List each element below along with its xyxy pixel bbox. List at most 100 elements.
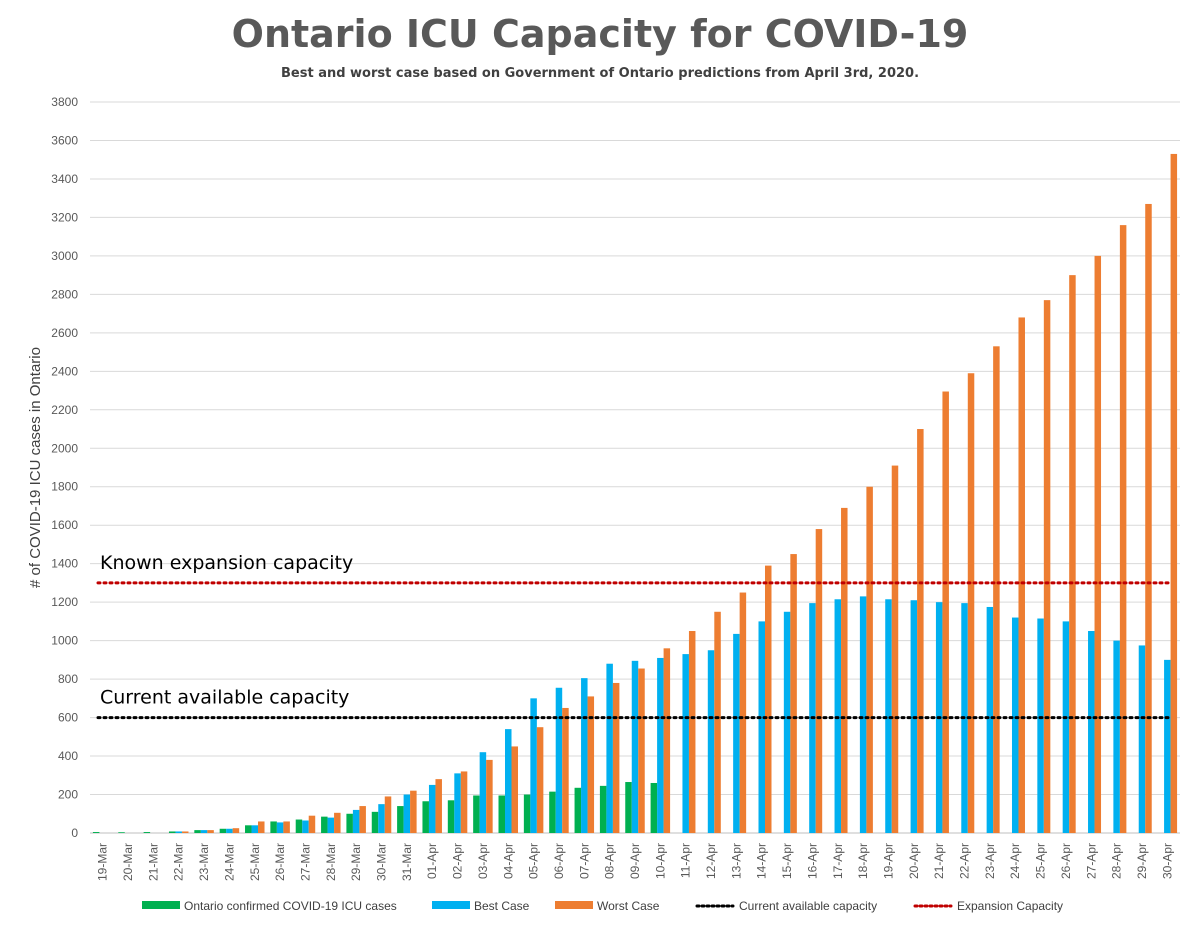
- confirmed-bar: [92, 832, 100, 833]
- worst-case-bar: [688, 631, 696, 833]
- x-tick-label: 19-Mar: [96, 843, 110, 881]
- worst-case-bar: [1119, 225, 1127, 833]
- confirmed-bar: [498, 795, 506, 833]
- legend-worst-case-swatch: [555, 901, 593, 909]
- best-case-bar: [1138, 645, 1146, 833]
- confirmed-bar: [245, 825, 252, 833]
- worst-case-bar: [917, 429, 924, 833]
- confirmed-bar: [295, 819, 303, 833]
- x-tick-label: 08-Apr: [603, 843, 617, 879]
- worst-case-bar: [181, 831, 189, 833]
- y-tick-label: 1000: [51, 634, 78, 648]
- worst-case-bar: [841, 507, 848, 833]
- worst-case-bar: [410, 790, 417, 833]
- confirmed-bar: [549, 791, 556, 833]
- x-tick-label: 28-Apr: [1110, 843, 1124, 879]
- best-case-bar: [606, 663, 613, 833]
- x-tick-label: 20-Mar: [121, 843, 135, 881]
- confirmed-bar: [194, 830, 201, 833]
- legend-confirmed-swatch: [142, 901, 180, 909]
- worst-case-bar: [815, 529, 823, 833]
- x-tick-label: 12-Apr: [704, 843, 718, 879]
- best-case-bar: [581, 678, 588, 833]
- x-tick-label: 19-Apr: [881, 843, 895, 879]
- worst-case-bar: [562, 707, 569, 833]
- worst-case-bar: [486, 759, 493, 833]
- x-tick-label: 21-Mar: [146, 843, 160, 881]
- best-case-bar: [378, 804, 385, 833]
- x-tick-label: 23-Mar: [197, 843, 211, 881]
- x-tick-label: 04-Apr: [501, 843, 515, 879]
- worst-case-bar: [283, 821, 290, 833]
- x-tick-label: 24-Apr: [1008, 843, 1022, 879]
- y-tick-label: 2000: [51, 441, 78, 455]
- y-tick-label: 400: [58, 749, 78, 763]
- x-tick-label: 25-Apr: [1034, 843, 1048, 879]
- confirmed-bar: [168, 831, 176, 833]
- best-case-bar: [1113, 640, 1120, 833]
- best-case-bar: [986, 606, 994, 833]
- confirmed-bar: [625, 782, 632, 833]
- x-tick-label: 26-Mar: [273, 843, 287, 881]
- confirmed-bar: [397, 806, 404, 833]
- legend-expansion-capacity-label: Expansion Capacity: [957, 899, 1063, 913]
- worst-case-bar: [967, 373, 975, 833]
- worst-case-bar: [1043, 300, 1051, 833]
- x-tick-label: 29-Mar: [349, 843, 363, 881]
- worst-case-bar: [942, 391, 949, 833]
- best-case-bar: [783, 611, 791, 833]
- legend-worst-case-label: Worst Case: [597, 899, 660, 913]
- best-case-bar: [200, 830, 208, 833]
- y-tick-label: 1200: [51, 595, 78, 609]
- best-case-bar: [758, 621, 765, 833]
- y-tick-label: 200: [58, 788, 78, 802]
- best-case-bar: [707, 650, 715, 833]
- worst-case-bar: [207, 830, 214, 833]
- x-tick-label: 20-Apr: [907, 843, 921, 879]
- worst-case-bar: [511, 746, 519, 833]
- y-tick-label: 2200: [51, 403, 78, 417]
- x-tick-label: 29-Apr: [1135, 843, 1149, 879]
- x-tick-label: 31-Mar: [400, 843, 414, 881]
- y-tick-label: 1600: [51, 518, 78, 532]
- x-tick-label: 24-Mar: [222, 843, 236, 881]
- x-tick-label: 27-Mar: [298, 843, 312, 881]
- confirmed-bar: [321, 816, 328, 833]
- x-tick-label: 10-Apr: [653, 843, 667, 879]
- best-case-bar: [276, 822, 284, 833]
- x-tick-label: 30-Apr: [1160, 843, 1174, 879]
- legend-confirmed-label: Ontario confirmed COVID-19 ICU cases: [184, 899, 397, 913]
- confirmed-bar: [270, 821, 277, 833]
- best-case-bar: [251, 825, 259, 833]
- y-tick-label: 0: [71, 826, 78, 840]
- worst-case-bar: [739, 592, 747, 833]
- worst-case-bar: [232, 828, 240, 833]
- y-tick-label: 2400: [51, 364, 78, 378]
- x-tick-label: 18-Apr: [856, 843, 870, 879]
- best-case-bar: [733, 633, 740, 833]
- worst-case-bar: [587, 696, 595, 833]
- best-case-bar: [428, 784, 436, 833]
- worst-case-bar: [384, 796, 392, 833]
- y-tick-label: 1400: [51, 557, 78, 571]
- current-capacity-label: Current available capacity: [100, 687, 349, 709]
- legend-best-case-swatch: [432, 901, 470, 909]
- best-case-bar: [682, 654, 689, 833]
- expansion-capacity-label: Known expansion capacity: [100, 552, 353, 574]
- best-case-bar: [1164, 659, 1171, 833]
- confirmed-bar: [650, 782, 658, 833]
- chart-subtitle: Best and worst case based on Government …: [280, 66, 920, 81]
- x-tick-label: 21-Apr: [932, 843, 946, 879]
- confirmed-bar: [143, 832, 151, 833]
- best-case-bar: [631, 660, 639, 833]
- best-case-bar: [226, 828, 233, 833]
- worst-case-bar: [460, 771, 468, 833]
- x-tick-label: 11-Apr: [679, 843, 693, 878]
- confirmed-bar: [371, 811, 379, 833]
- y-axis-label: # of COVID-19 ICU cases in Ontario: [27, 347, 44, 588]
- worst-case-bar: [714, 611, 721, 833]
- x-tick-label: 14-Apr: [755, 843, 769, 879]
- worst-case-bar: [638, 668, 645, 833]
- worst-case-bar: [1170, 153, 1178, 834]
